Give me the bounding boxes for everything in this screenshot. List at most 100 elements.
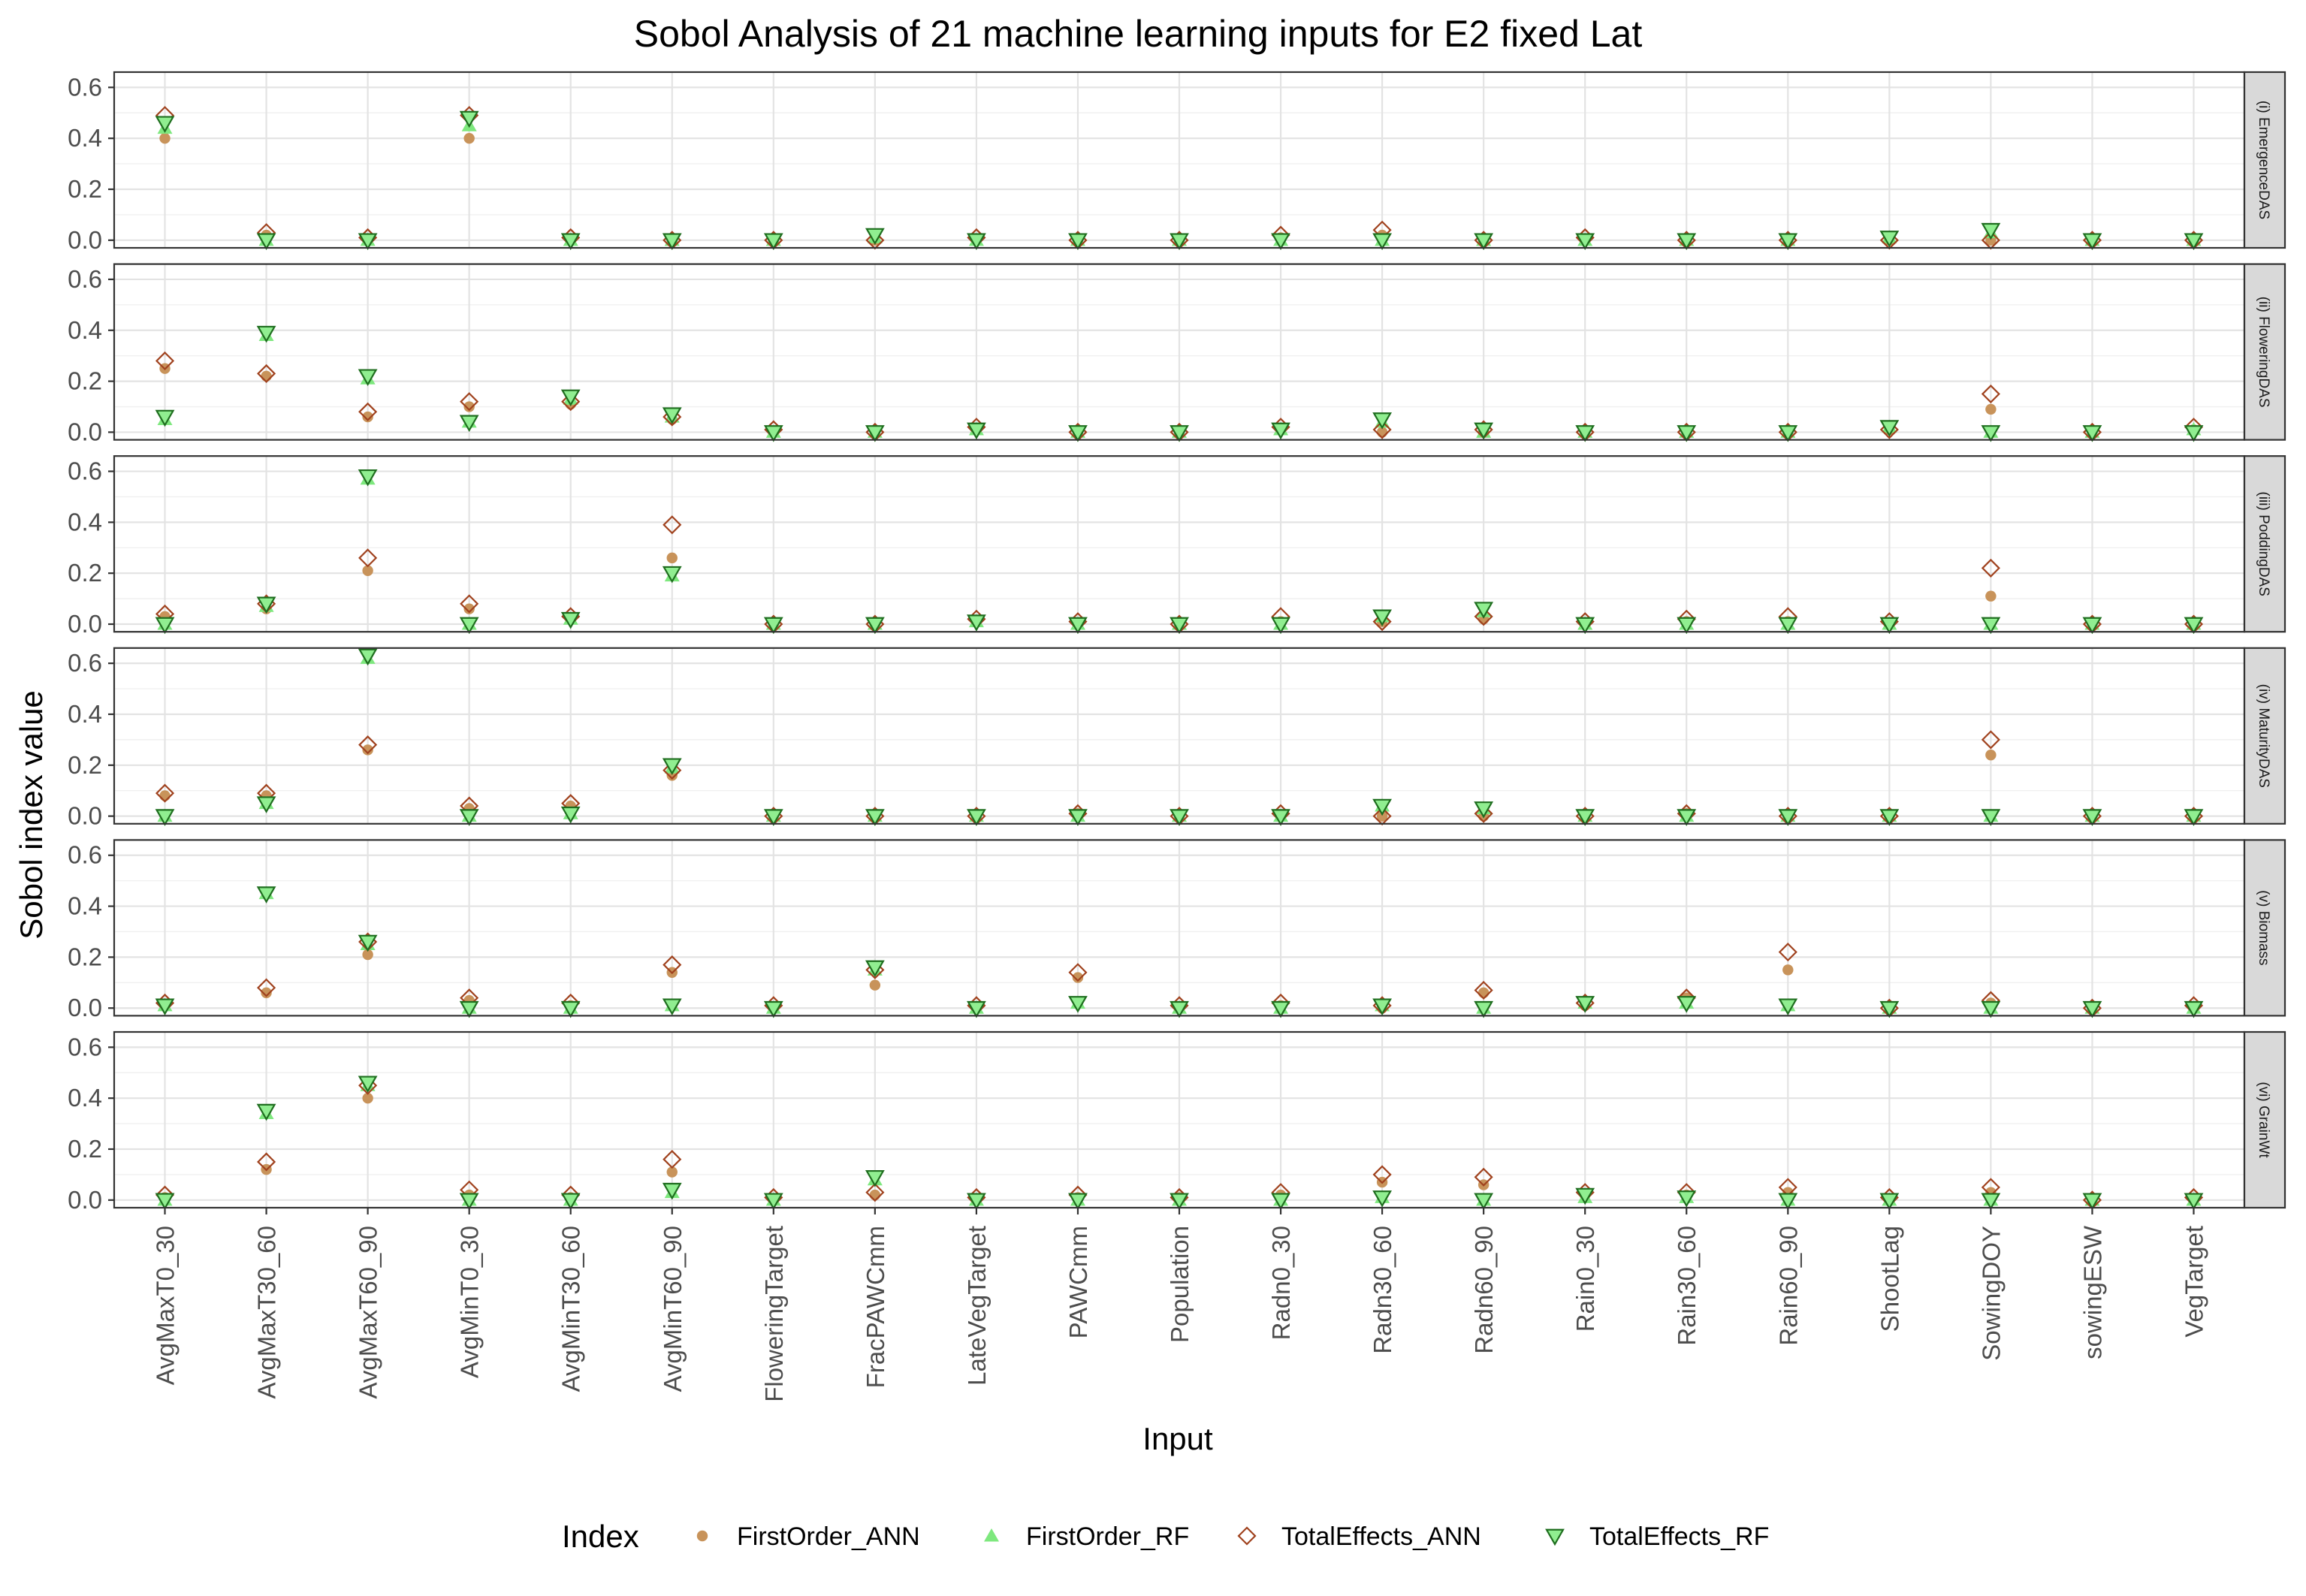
point-TotalEffects_RF [763, 425, 783, 442]
legend-key-TotalEffects_ANN [1237, 1526, 1257, 1546]
point-TotalEffects_RF [459, 809, 479, 826]
y-tick-label: 0.0 [68, 418, 102, 445]
point-TotalEffects_RF [2184, 1193, 2204, 1211]
point-TotalEffects_ANN [460, 392, 479, 412]
point-FirstOrder_ANN [1985, 750, 1997, 761]
x-tick-label: AvgMaxT0_30 [152, 1226, 180, 1385]
point-FirstOrder_ANN [463, 132, 475, 144]
point-TotalEffects_RF [1981, 809, 2001, 826]
legend-label-FirstOrder_ANN: FirstOrder_ANN [737, 1522, 920, 1551]
point-TotalEffects_RF [865, 617, 885, 635]
point-TotalEffects_RF [1677, 617, 1697, 635]
y-tick-label: 0.2 [68, 943, 102, 970]
point-TotalEffects_ANN [460, 594, 479, 614]
point-TotalEffects_RF [1271, 617, 1290, 635]
x-tick-label: Rain0_30 [1571, 1226, 1599, 1332]
point-TotalEffects_RF [2184, 617, 2204, 635]
point-TotalEffects_RF [967, 422, 986, 440]
y-tick-label: 0.4 [68, 316, 102, 344]
x-tick-label: FracPAWCmm [862, 1226, 889, 1388]
y-tick-label: 0.4 [68, 508, 102, 536]
point-TotalEffects_RF [2082, 1000, 2102, 1018]
facet-strip [2243, 263, 2286, 441]
x-tick-label: Rain30_60 [1673, 1226, 1701, 1346]
x-tick-label: VegTarget [2180, 1226, 2208, 1338]
point-TotalEffects_RF [560, 1193, 581, 1211]
chart-title: Sobol Analysis of 21 machine learning in… [634, 13, 1643, 55]
point-TotalEffects_RF [662, 1182, 682, 1200]
point-TotalEffects_RF [1879, 617, 1900, 635]
point-TotalEffects_RF [1474, 801, 1494, 819]
legend-key-FirstOrder_ANN [696, 1530, 708, 1542]
y-tick-label: 0.2 [68, 367, 102, 395]
x-tick-label: Radn60_90 [1470, 1226, 1498, 1354]
point-TotalEffects_RF [1981, 1000, 2001, 1018]
y-tick-label: 0.6 [68, 1033, 102, 1060]
point-FirstOrder_ANN [362, 744, 373, 756]
point-TotalEffects_RF [358, 369, 378, 387]
x-tick-label: AvgMaxT60_90 [355, 1226, 382, 1399]
facet-strip-label: (vi) GrainWt [2256, 1082, 2271, 1158]
point-FirstOrder_ANN [463, 603, 475, 614]
x-tick-label: FloweringTarget [760, 1226, 788, 1402]
point-TotalEffects_RF [2082, 233, 2102, 251]
point-TotalEffects_RF [1677, 233, 1697, 251]
x-axis: AvgMaxT0_30 AvgMaxT30_60 AvgMaxT60_90 AvgMi… [152, 1208, 2208, 1402]
facet-panel: 0.0 0.2 0.4 0.6 (i) EmergenceDAS [68, 71, 2286, 254]
point-FirstOrder_ANN [869, 979, 881, 991]
point-TotalEffects_ANN [1981, 558, 2000, 578]
point-TotalEffects_RF [459, 415, 479, 433]
point-TotalEffects_RF [2184, 233, 2204, 251]
point-FirstOrder_ANN [666, 1166, 678, 1178]
point-TotalEffects_ANN [663, 1150, 682, 1169]
point-TotalEffects_ANN [358, 548, 378, 568]
point-TotalEffects_RF [1271, 1193, 1290, 1211]
point-TotalEffects_RF [459, 110, 479, 128]
y-tick-label: 0.6 [68, 649, 102, 677]
x-tick-label: Radn0_30 [1267, 1226, 1295, 1340]
point-TotalEffects_RF [1372, 1190, 1392, 1208]
facet-strip-label: (v) Biomass [2256, 890, 2271, 965]
point-TotalEffects_RF [1778, 233, 1798, 251]
point-TotalEffects_RF [1271, 422, 1290, 440]
point-TotalEffects_RF [1879, 231, 1900, 248]
point-TotalEffects_RF [1879, 420, 1900, 437]
legend-label-FirstOrder_RF: FirstOrder_RF [1026, 1522, 1189, 1551]
point-TotalEffects_RF [662, 407, 682, 424]
point-TotalEffects_RF [1981, 222, 2001, 240]
point-TotalEffects_RF [256, 1103, 276, 1121]
point-FirstOrder_ANN [362, 565, 373, 577]
point-TotalEffects_RF [1271, 1000, 1290, 1018]
point-TotalEffects_RF [155, 1193, 175, 1211]
x-tick-label: Population [1166, 1226, 1194, 1343]
point-TotalEffects_RF [2082, 425, 2102, 442]
point-FirstOrder_ANN [869, 1189, 881, 1201]
point-TotalEffects_RF [2082, 1193, 2102, 1211]
x-tick-label: Radn30_60 [1369, 1226, 1396, 1354]
point-TotalEffects_RF [1575, 1187, 1595, 1205]
legend-label-TotalEffects_ANN: TotalEffects_ANN [1281, 1522, 1481, 1551]
facet-panel: 0.0 0.2 0.4 0.6 (ii) FloweringDAS [68, 263, 2286, 445]
point-TotalEffects_RF [1271, 233, 1290, 251]
point-TotalEffects_RF [763, 617, 783, 635]
point-TotalEffects_RF [967, 1193, 986, 1211]
facet-panels: 0.0 0.2 0.4 0.6 (i) EmergenceDAS 0.0 0.2 0.4 0.6… [68, 71, 2286, 1214]
point-TotalEffects_RF [2184, 1000, 2204, 1018]
point-TotalEffects_RF [1575, 425, 1595, 442]
legend-key-TotalEffects_RF [1545, 1528, 1565, 1546]
y-tick-label: 0.0 [68, 802, 102, 830]
point-TotalEffects_RF [662, 233, 682, 251]
facet-panel: 0.0 0.2 0.4 0.6 (v) Biomass [68, 839, 2286, 1021]
y-tick-label: 0.6 [68, 73, 102, 101]
point-TotalEffects_RF [2082, 809, 2102, 826]
point-TotalEffects_RF [1778, 425, 1798, 442]
point-TotalEffects_RF [155, 998, 175, 1016]
point-TotalEffects_RF [662, 758, 682, 776]
point-TotalEffects_RF [1170, 1193, 1189, 1211]
point-TotalEffects_ANN [663, 955, 682, 975]
point-TotalEffects_RF [155, 409, 175, 427]
point-TotalEffects_RF [1170, 1000, 1189, 1018]
x-tick-label: AvgMaxT30_60 [253, 1226, 281, 1399]
point-TotalEffects_RF [1575, 996, 1595, 1013]
facet-strip [2243, 647, 2286, 825]
